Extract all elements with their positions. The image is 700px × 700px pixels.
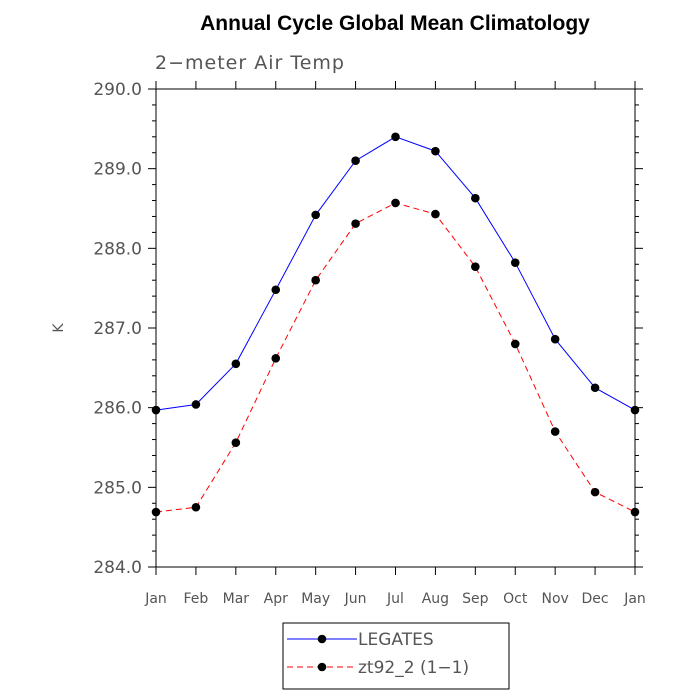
data-point <box>510 258 520 267</box>
data-point <box>391 132 400 142</box>
legend-marker <box>317 634 327 644</box>
series-2 <box>151 198 640 517</box>
x-tick-label: Mar <box>223 591 250 607</box>
x-tick-label: Jul <box>386 591 404 607</box>
x-tick-label: Jun <box>344 591 367 607</box>
x-tick-label: Jan <box>623 591 646 607</box>
data-point <box>271 353 281 363</box>
data-point <box>151 405 161 415</box>
x-tick-label: Nov <box>542 591 569 607</box>
data-point <box>431 146 440 156</box>
x-tick-label: Aug <box>422 591 449 607</box>
data-point <box>351 156 360 165</box>
legend: LEGATES zt92_2 (1−1) <box>282 622 510 690</box>
y-tick-label: 288.0 <box>93 239 142 259</box>
x-tick-label: Sep <box>462 591 489 607</box>
legend-marker <box>317 662 327 672</box>
data-point <box>590 487 600 497</box>
axes: 284.0 285.0 286.0 287.0 288.0 289.0 290.0 Jan Fe… <box>93 80 645 607</box>
data-point <box>471 193 480 203</box>
chart-subtitle: 2−meter Air Temp <box>155 52 345 74</box>
x-tick-label: Apr <box>264 591 288 607</box>
y-tick-label: 284.0 <box>93 558 142 578</box>
legend-label: LEGATES <box>358 630 434 650</box>
data-point <box>630 405 640 415</box>
legend-label: zt92_2 (1−1) <box>358 658 469 678</box>
data-point <box>351 219 360 228</box>
x-tick-label: Dec <box>582 591 609 607</box>
data-point <box>151 507 161 517</box>
data-point <box>550 427 560 436</box>
data-point <box>550 334 560 344</box>
y-axis-label: K <box>51 323 67 333</box>
series-line <box>155 202 636 513</box>
y-tick-label: 289.0 <box>93 160 142 180</box>
data-point <box>311 275 320 285</box>
data-point <box>510 339 520 349</box>
series-layer <box>151 132 640 517</box>
series-1 <box>151 132 640 415</box>
series-line <box>155 136 636 411</box>
data-point <box>191 502 201 512</box>
legend-box <box>282 622 510 690</box>
y-tick-label: 285.0 <box>93 478 142 498</box>
x-tick-label: Feb <box>184 591 209 607</box>
data-point <box>471 262 480 271</box>
data-point <box>231 438 241 448</box>
data-point <box>311 210 320 220</box>
data-point <box>630 507 640 517</box>
y-tick-label: 287.0 <box>93 319 142 339</box>
data-point <box>271 285 281 295</box>
y-tick-label: 286.0 <box>93 399 142 419</box>
chart-title: Annual Cycle Global Mean Climatology <box>200 12 590 35</box>
data-point <box>590 383 600 393</box>
data-point <box>231 359 241 369</box>
x-tick-label: Oct <box>503 591 528 607</box>
data-point <box>431 209 440 219</box>
data-point <box>191 400 201 409</box>
y-tick-label: 290.0 <box>93 80 142 100</box>
x-tick-label: Jan <box>144 591 167 607</box>
data-point <box>391 198 400 208</box>
x-tick-label: May <box>301 591 330 607</box>
plot-frame <box>155 88 636 568</box>
